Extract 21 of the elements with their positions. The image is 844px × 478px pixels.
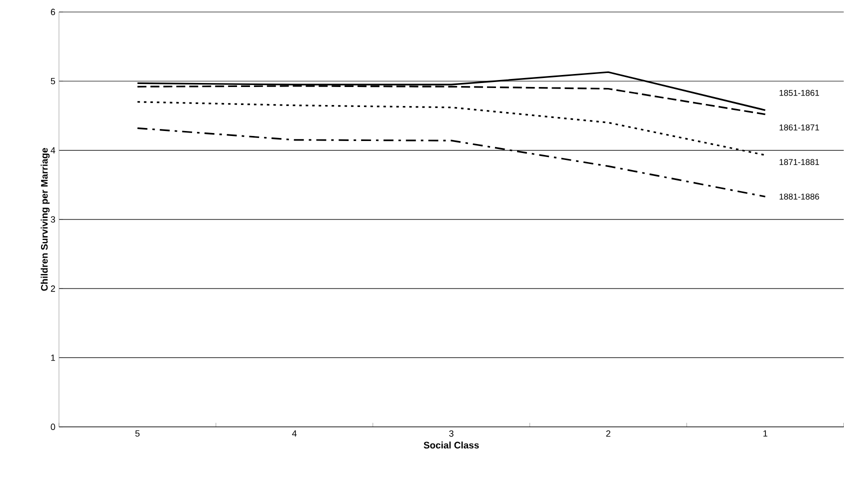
y-tick-label: 2: [50, 286, 56, 292]
x-tick-label: 1: [763, 430, 768, 437]
line-series: [136, 101, 766, 156]
x-tick-label: 2: [606, 430, 610, 437]
x-tick-label: 3: [449, 430, 454, 437]
text: 1851-1861: [780, 90, 820, 96]
x-tick-label: 4: [292, 430, 297, 437]
y-tick-label: 1: [51, 354, 56, 361]
text: 1861-1871: [780, 124, 820, 131]
y-tick-label: 5: [50, 78, 56, 84]
y-tick-label: 3: [50, 216, 56, 223]
y-tick-label: 6: [50, 8, 56, 16]
line-series: [136, 71, 766, 112]
series-label: 1881-1886: [780, 194, 820, 200]
series-label: 1871-1881: [780, 159, 820, 166]
line-series: [136, 127, 766, 198]
x-tick-label: 5: [135, 430, 140, 437]
y-tick-label: 4: [50, 147, 56, 154]
x-axis-title: Social Class: [424, 442, 479, 449]
y-axis-title: Children Surviving per Marriage: [40, 148, 50, 291]
y-tick-label: 0: [50, 424, 56, 430]
